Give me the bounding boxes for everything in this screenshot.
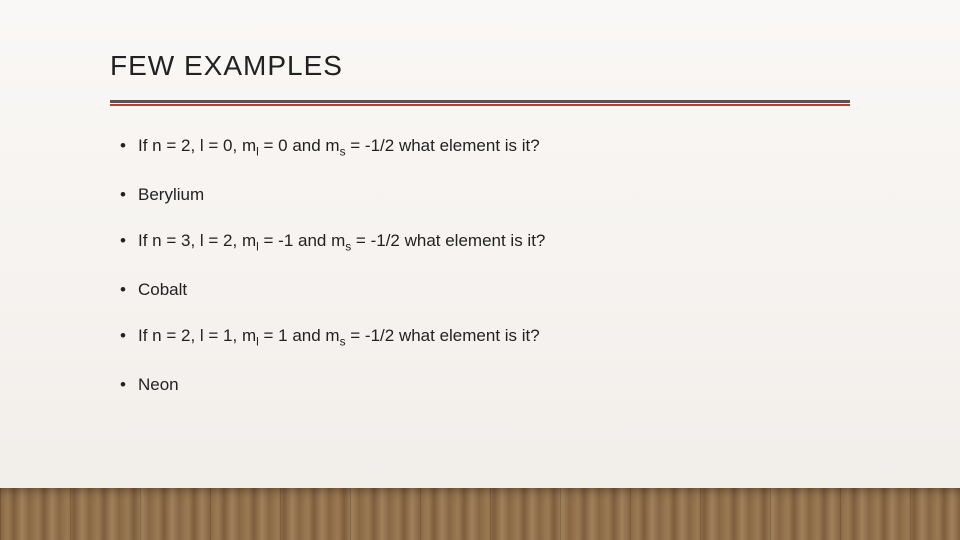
list-item: If n = 2, l = 0, ml = 0 and ms = -1/2 wh… <box>120 135 850 160</box>
list-item: If n = 3, l = 2, ml = -1 and ms = -1/2 w… <box>120 230 850 255</box>
title-divider <box>110 100 850 103</box>
slide: FEW EXAMPLES If n = 2, l = 0, ml = 0 and… <box>0 0 960 540</box>
list-item: Cobalt <box>120 279 850 301</box>
slide-title: FEW EXAMPLES <box>110 50 850 82</box>
list-item: Berylium <box>120 184 850 206</box>
list-item: Neon <box>120 374 850 396</box>
floor-texture <box>0 488 960 540</box>
list-item: If n = 2, l = 1, ml = 1 and ms = -1/2 wh… <box>120 325 850 350</box>
bullet-list: If n = 2, l = 0, ml = 0 and ms = -1/2 wh… <box>110 135 850 396</box>
